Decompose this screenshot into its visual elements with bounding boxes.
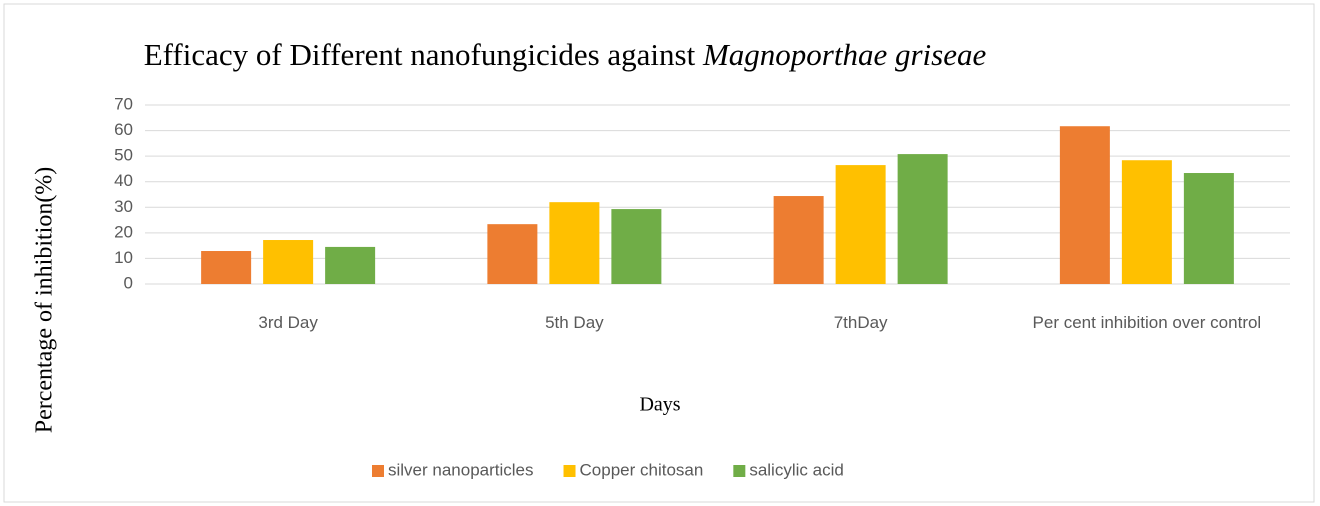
chart-title: Efficacy of Different nanofungicides aga…	[144, 37, 987, 72]
bar	[549, 202, 600, 284]
legend-swatch	[372, 465, 384, 477]
y-tick-label: 50	[114, 146, 133, 165]
y-tick-label: 20	[114, 222, 133, 241]
bar	[611, 209, 662, 284]
legend-label: salicylic acid	[749, 460, 843, 479]
bar	[487, 224, 538, 284]
x-axis-title: Days	[639, 394, 680, 416]
y-tick-label: 70	[114, 94, 133, 113]
bar	[1059, 126, 1110, 284]
y-tick-label: 30	[114, 197, 133, 216]
bar	[1183, 173, 1234, 284]
legend-label: silver nanoparticles	[388, 460, 534, 479]
legend-swatch	[733, 465, 746, 477]
bar	[773, 196, 824, 284]
bar	[1121, 160, 1172, 284]
x-tick-label: 3rd Day	[258, 313, 318, 332]
x-tick-label: 5th Day	[545, 313, 604, 332]
title-italic: Magnoporthae griseae	[702, 37, 987, 72]
bar	[325, 246, 376, 284]
bar	[835, 165, 886, 284]
bar	[897, 154, 948, 284]
bar	[263, 240, 314, 284]
chart-frame	[3, 3, 1315, 503]
x-tick-label: 7thDay	[833, 313, 888, 332]
x-tick-label: Per cent inhibition over control	[1032, 313, 1262, 332]
bar	[201, 251, 252, 284]
y-tick-label: 0	[124, 273, 133, 292]
y-axis-title: Percentage of inhibition(%)	[32, 167, 58, 434]
legend-swatch	[563, 465, 576, 477]
y-tick-label: 60	[114, 120, 133, 139]
y-tick-label: 10	[114, 248, 133, 267]
legend-label: Copper chitosan	[580, 460, 704, 479]
title-text: Efficacy of Different nanofungicides aga…	[144, 37, 696, 72]
y-tick-label: 40	[114, 171, 133, 190]
